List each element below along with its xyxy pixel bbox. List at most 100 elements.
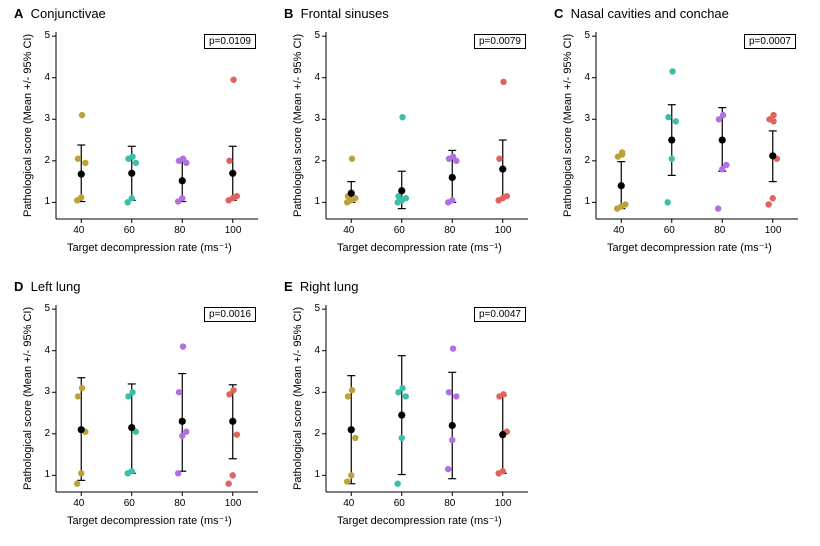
p-value-box: p=0.0016 xyxy=(204,307,256,322)
mean-point xyxy=(668,136,675,143)
data-point xyxy=(183,429,189,435)
xtick-label: 100 xyxy=(495,225,512,236)
mean-point xyxy=(398,187,405,194)
ytick-label: 1 xyxy=(44,469,50,480)
xtick-label: 40 xyxy=(343,498,354,509)
data-point xyxy=(770,112,776,118)
data-point xyxy=(349,156,355,162)
data-point xyxy=(348,472,354,478)
ytick-label: 1 xyxy=(314,469,320,480)
data-point xyxy=(504,193,510,199)
mean-point xyxy=(229,170,236,177)
data-point xyxy=(399,435,405,441)
xtick-label: 100 xyxy=(765,225,782,236)
data-point xyxy=(619,149,625,155)
ytick-label: 2 xyxy=(44,428,50,439)
mean-point xyxy=(128,424,135,431)
mean-point xyxy=(769,152,776,159)
p-value-box: p=0.0109 xyxy=(204,34,256,49)
data-point xyxy=(129,153,135,159)
data-point xyxy=(445,466,451,472)
data-point xyxy=(234,193,240,199)
data-point xyxy=(500,79,506,85)
data-point xyxy=(450,153,456,159)
mean-point xyxy=(128,170,135,177)
mean-point xyxy=(348,426,355,433)
ytick-label: 4 xyxy=(44,345,50,356)
mean-point xyxy=(229,418,236,425)
mean-point xyxy=(348,190,355,197)
mean-point xyxy=(78,171,85,178)
y-axis-label: Pathological score (Mean +/- 95% CI) xyxy=(292,34,304,217)
x-axis-label: Target decompression rate (ms⁻¹) xyxy=(67,514,232,527)
mean-point xyxy=(179,177,186,184)
data-point xyxy=(129,468,135,474)
data-point xyxy=(349,387,355,393)
data-point xyxy=(770,195,776,201)
y-axis-label: Pathological score (Mean +/- 95% CI) xyxy=(22,307,34,490)
data-point xyxy=(394,480,400,486)
data-point xyxy=(74,480,80,486)
data-point xyxy=(403,195,409,201)
data-point xyxy=(723,162,729,168)
xtick-label: 60 xyxy=(394,498,405,509)
mean-point xyxy=(719,136,726,143)
xtick-label: 100 xyxy=(225,225,242,236)
data-point xyxy=(399,114,405,120)
data-point xyxy=(230,387,236,393)
ytick-label: 1 xyxy=(314,196,320,207)
p-value-box: p=0.0079 xyxy=(474,34,526,49)
data-point xyxy=(180,343,186,349)
xtick-label: 40 xyxy=(613,225,624,236)
ytick-label: 4 xyxy=(314,72,320,83)
p-value-box: p=0.0007 xyxy=(744,34,796,49)
data-point xyxy=(500,391,506,397)
xtick-label: 80 xyxy=(174,498,185,509)
ytick-label: 1 xyxy=(44,196,50,207)
data-point xyxy=(79,385,85,391)
data-point xyxy=(78,470,84,476)
y-axis-label: Pathological score (Mean +/- 95% CI) xyxy=(292,307,304,490)
data-point xyxy=(129,195,135,201)
data-point xyxy=(665,114,671,120)
data-point xyxy=(75,393,81,399)
data-point xyxy=(175,470,181,476)
data-point xyxy=(673,118,679,124)
data-point xyxy=(79,112,85,118)
ytick-label: 5 xyxy=(584,30,590,41)
ytick-label: 2 xyxy=(314,155,320,166)
ytick-label: 3 xyxy=(44,386,50,397)
mean-point xyxy=(78,426,85,433)
ytick-label: 1 xyxy=(584,196,590,207)
ytick-label: 4 xyxy=(314,345,320,356)
panel-b: B Frontal sinuses12345406080100p=0.0079T… xyxy=(278,6,536,261)
y-axis-label: Pathological score (Mean +/- 95% CI) xyxy=(22,34,34,217)
panel-a: A Conjunctivae12345406080100p=0.0109Targ… xyxy=(8,6,266,261)
data-point xyxy=(669,68,675,74)
mean-point xyxy=(398,412,405,419)
data-point xyxy=(399,385,405,391)
y-axis-label: Pathological score (Mean +/- 95% CI) xyxy=(562,34,574,217)
ytick-label: 3 xyxy=(44,113,50,124)
data-point xyxy=(669,156,675,162)
data-point xyxy=(352,435,358,441)
data-point xyxy=(403,393,409,399)
mean-point xyxy=(499,166,506,173)
mean-point xyxy=(618,182,625,189)
ytick-label: 3 xyxy=(314,386,320,397)
xtick-label: 60 xyxy=(394,225,405,236)
panel-d: D Left lung12345406080100p=0.0016Target … xyxy=(8,279,266,534)
data-point xyxy=(82,160,88,166)
data-point xyxy=(78,194,84,200)
data-point xyxy=(230,472,236,478)
xtick-label: 60 xyxy=(124,225,135,236)
panel-c: C Nasal cavities and conchae123454060801… xyxy=(548,6,806,261)
xtick-label: 100 xyxy=(495,498,512,509)
data-point xyxy=(180,156,186,162)
ytick-label: 3 xyxy=(584,113,590,124)
ytick-label: 4 xyxy=(44,72,50,83)
data-point xyxy=(453,393,459,399)
x-axis-label: Target decompression rate (ms⁻¹) xyxy=(337,514,502,527)
xtick-label: 60 xyxy=(124,498,135,509)
mean-point xyxy=(449,174,456,181)
